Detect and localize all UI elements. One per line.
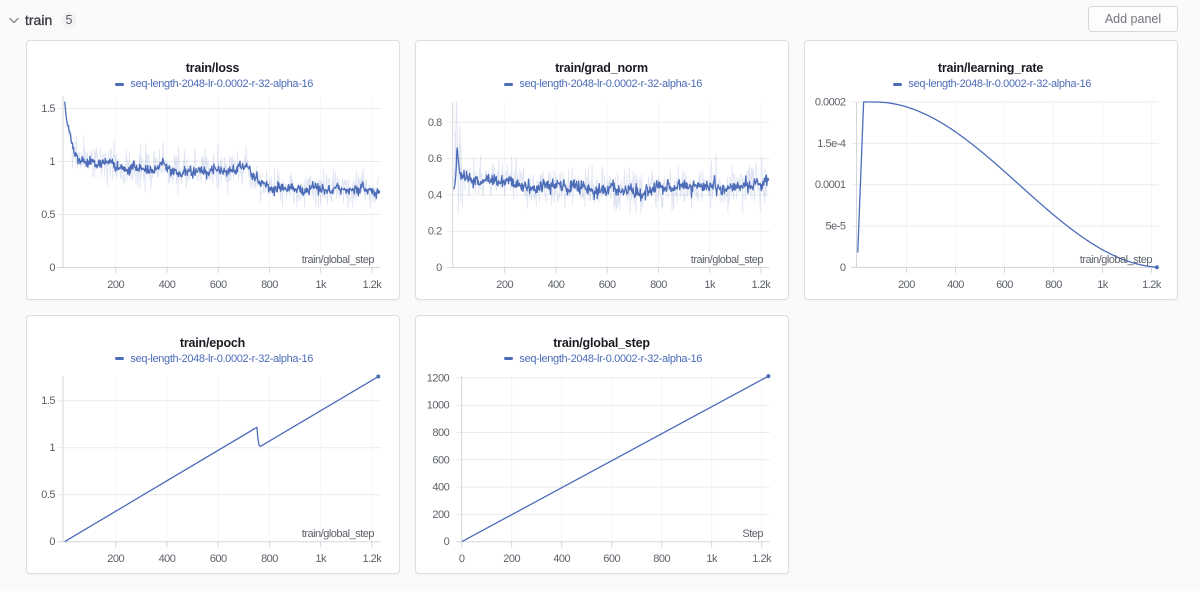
svg-text:0.8: 0.8 (428, 116, 442, 128)
svg-text:0.0002: 0.0002 (815, 96, 846, 108)
svg-text:400: 400 (548, 279, 565, 291)
svg-text:1.5: 1.5 (41, 395, 55, 407)
svg-text:600: 600 (996, 279, 1013, 291)
svg-text:200: 200 (496, 279, 513, 291)
svg-text:1.2k: 1.2k (752, 279, 772, 291)
svg-text:1k: 1k (315, 279, 327, 291)
svg-text:600: 600 (599, 279, 616, 291)
svg-text:0.5: 0.5 (41, 209, 55, 221)
svg-text:train/global_step: train/global_step (302, 528, 375, 540)
svg-text:0: 0 (840, 261, 846, 273)
svg-text:600: 600 (603, 553, 620, 565)
svg-text:1.2k: 1.2k (363, 279, 383, 291)
svg-text:600: 600 (432, 454, 449, 466)
svg-text:1.5e-4: 1.5e-4 (817, 137, 846, 149)
svg-text:train/global_step: train/global_step (691, 254, 764, 266)
svg-text:1.2k: 1.2k (1142, 279, 1162, 291)
svg-text:0: 0 (459, 553, 465, 565)
svg-text:200: 200 (107, 553, 124, 565)
svg-text:1: 1 (49, 156, 55, 168)
svg-text:0: 0 (49, 262, 55, 274)
svg-text:5e-5: 5e-5 (825, 220, 845, 232)
svg-text:1k: 1k (704, 279, 716, 291)
svg-text:train/global_step: train/global_step (1080, 254, 1153, 266)
svg-text:1.2k: 1.2k (363, 553, 383, 565)
svg-text:1200: 1200 (427, 372, 450, 384)
svg-text:200: 200 (107, 279, 124, 291)
svg-text:1.5: 1.5 (41, 103, 55, 115)
svg-text:1k: 1k (315, 553, 327, 565)
svg-text:0.4: 0.4 (428, 189, 442, 201)
svg-text:1.2k: 1.2k (752, 553, 772, 565)
svg-text:0: 0 (444, 536, 450, 548)
svg-text:0.0001: 0.0001 (815, 179, 846, 191)
svg-text:400: 400 (159, 279, 176, 291)
svg-text:1k: 1k (1097, 279, 1109, 291)
svg-text:800: 800 (650, 279, 667, 291)
svg-text:200: 200 (898, 279, 915, 291)
svg-text:600: 600 (210, 279, 227, 291)
svg-text:1000: 1000 (427, 400, 450, 412)
svg-text:Step: Step (742, 528, 763, 540)
svg-text:0: 0 (49, 536, 55, 548)
svg-text:800: 800 (432, 427, 449, 439)
svg-text:train/global_step: train/global_step (302, 254, 375, 266)
svg-text:400: 400 (553, 553, 570, 565)
svg-text:1: 1 (49, 442, 55, 454)
svg-text:200: 200 (503, 553, 520, 565)
svg-text:0.6: 0.6 (428, 153, 442, 165)
svg-text:0.2: 0.2 (428, 225, 442, 237)
svg-text:800: 800 (261, 553, 278, 565)
svg-text:400: 400 (432, 482, 449, 494)
svg-text:800: 800 (1045, 279, 1062, 291)
svg-text:0.5: 0.5 (41, 489, 55, 501)
svg-text:0: 0 (436, 262, 442, 274)
svg-text:800: 800 (261, 279, 278, 291)
svg-text:800: 800 (653, 553, 670, 565)
svg-text:400: 400 (947, 279, 964, 291)
svg-text:600: 600 (210, 553, 227, 565)
svg-text:400: 400 (159, 553, 176, 565)
svg-text:1k: 1k (706, 553, 718, 565)
svg-text:200: 200 (432, 509, 449, 521)
